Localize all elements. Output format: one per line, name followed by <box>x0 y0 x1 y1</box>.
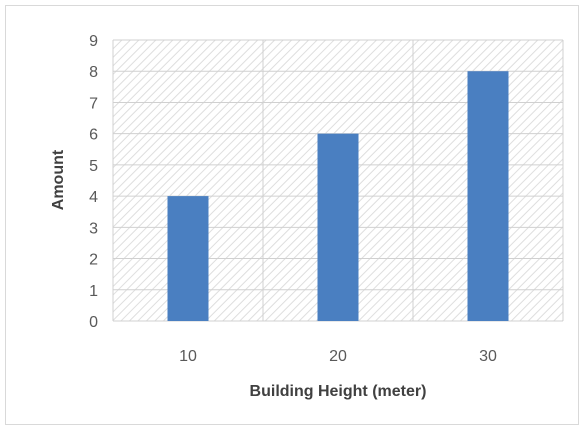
y-tick-label: 1 <box>89 283 98 300</box>
y-axis-ticks: 0 1 2 3 4 5 6 7 8 9 <box>89 33 98 331</box>
y-axis-title: Amount <box>50 149 67 210</box>
y-tick-label: 3 <box>89 220 98 237</box>
y-tick-label: 4 <box>89 189 98 206</box>
y-tick-label: 2 <box>89 252 98 269</box>
y-tick-label: 8 <box>89 64 98 81</box>
x-tick-label: 30 <box>479 348 497 365</box>
bar-20 <box>317 133 359 321</box>
x-axis-title: Building Height (meter) <box>250 383 427 400</box>
bar-30 <box>467 71 509 321</box>
bar-10 <box>167 196 209 321</box>
y-tick-label: 5 <box>89 158 98 175</box>
x-tick-label: 10 <box>179 348 197 365</box>
y-tick-label: 9 <box>89 33 98 50</box>
y-tick-label: 0 <box>89 314 98 331</box>
y-tick-label: 7 <box>89 95 98 112</box>
y-tick-label: 6 <box>89 127 98 144</box>
x-tick-label: 20 <box>329 348 347 365</box>
bars <box>167 71 509 321</box>
x-axis-ticks: 10 20 30 <box>179 348 497 365</box>
